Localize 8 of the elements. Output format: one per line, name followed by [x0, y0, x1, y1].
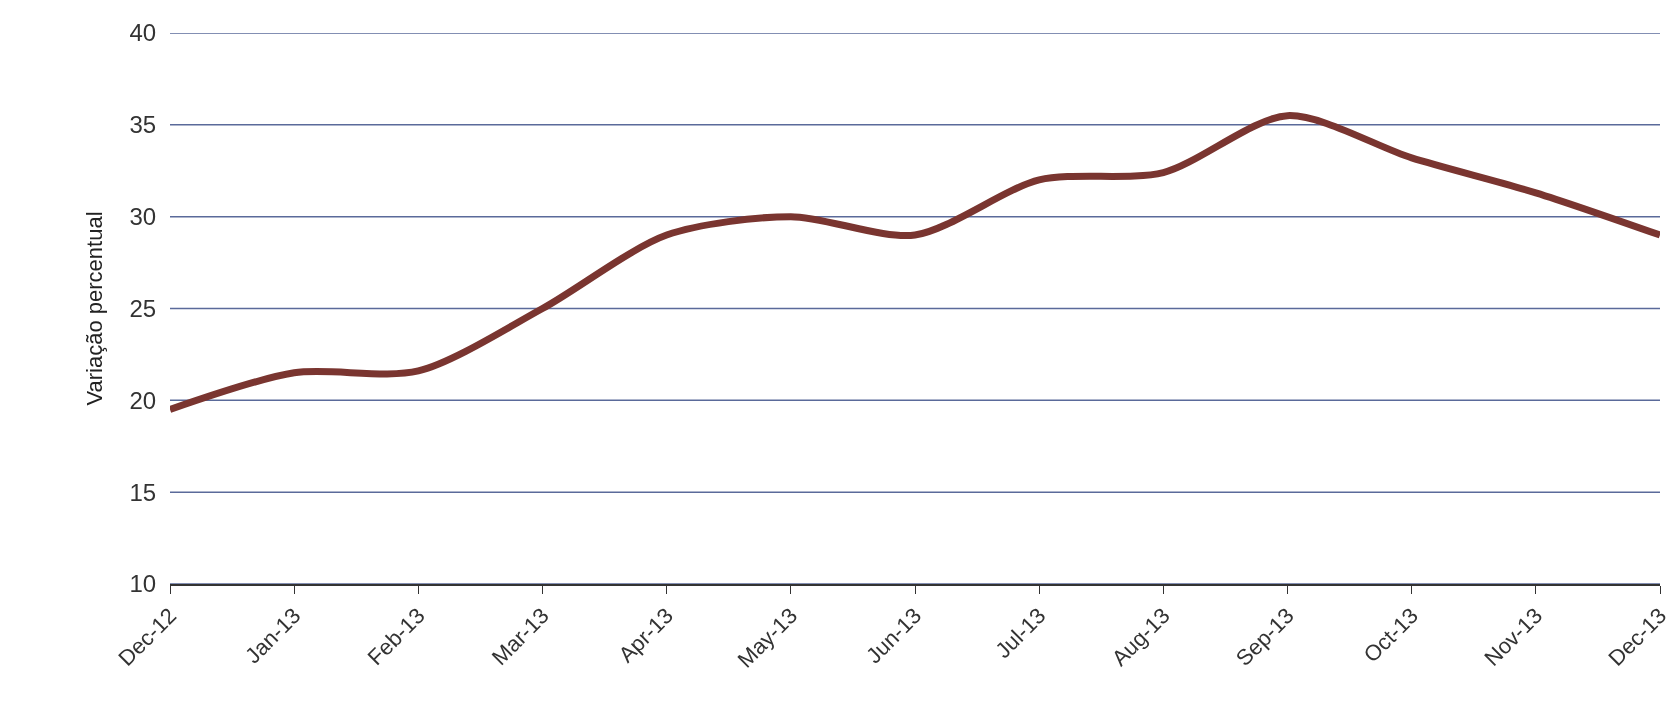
y-axis-title: Variação percentual	[82, 211, 108, 406]
y-tick-label: 35	[129, 111, 157, 139]
y-tick-label: 25	[129, 294, 157, 322]
y-tick-label: 30	[129, 203, 157, 231]
y-tick-label: 15	[129, 478, 157, 506]
y-tick-label: 20	[129, 386, 157, 414]
y-tick-label: 10	[129, 570, 157, 598]
y-tick-label: 40	[129, 19, 157, 47]
